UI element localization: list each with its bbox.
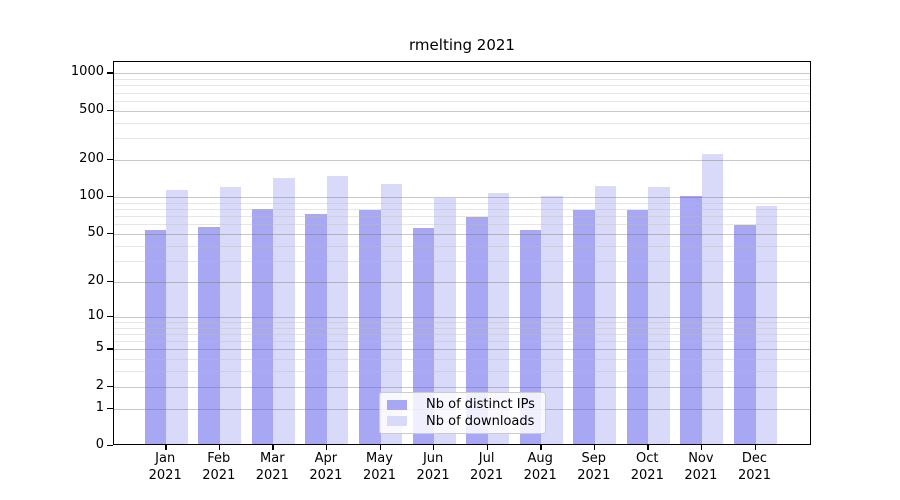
bars-layer xyxy=(114,62,810,444)
y-tick-mark xyxy=(107,445,113,447)
y-tick-mark xyxy=(107,348,113,350)
bar-downloads-dec xyxy=(755,205,777,444)
x-tick-mark xyxy=(165,445,167,450)
bar-downloads-aug xyxy=(541,196,563,444)
x-tick-label-jul: Jul 2021 xyxy=(470,451,504,483)
x-tick-mark xyxy=(700,445,703,450)
y-tick-mark xyxy=(107,407,113,409)
y-tick-label-50: 50 xyxy=(87,224,104,240)
y-tick-mark xyxy=(107,280,113,283)
bar-downloads-nov xyxy=(701,153,724,444)
x-tick-mark xyxy=(647,445,649,450)
bar-downloads-oct xyxy=(648,187,670,444)
x-tick-label-jan: Jan 2021 xyxy=(148,451,182,483)
bar-downloads-mar xyxy=(273,177,295,444)
bar-distinct-ips-jun xyxy=(412,227,435,444)
x-tick-label-feb: Feb 2021 xyxy=(202,451,236,483)
x-tick-mark xyxy=(754,445,756,450)
x-tick-label-nov: Nov 2021 xyxy=(684,451,718,483)
y-tick-mark xyxy=(107,158,113,161)
bar-distinct-ips-aug xyxy=(519,229,542,444)
chart-title: rmelting 2021 xyxy=(409,36,515,54)
bar-downloads-apr xyxy=(326,175,349,444)
bar-distinct-ips-mar xyxy=(251,209,274,444)
y-tick-mark xyxy=(107,385,113,388)
x-tick-mark xyxy=(593,445,596,450)
bar-downloads-jun xyxy=(434,198,456,444)
x-tick-mark xyxy=(379,445,381,450)
x-tick-mark xyxy=(433,445,435,450)
y-tick-label-10: 10 xyxy=(87,307,104,323)
y-tick-label-100: 100 xyxy=(79,188,104,204)
x-tick-label-aug: Aug 2021 xyxy=(523,451,557,483)
x-tick-label-may: May 2021 xyxy=(362,451,397,483)
x-tick-label-jun: Jun 2021 xyxy=(416,451,450,483)
y-tick-mark xyxy=(107,232,113,235)
bar-distinct-ips-jul xyxy=(466,217,488,444)
plot-area xyxy=(113,61,811,445)
legend: Nb of distinct IPs Nb of downloads xyxy=(379,392,546,434)
legend-swatch-downloads xyxy=(387,416,407,427)
bar-distinct-ips-may xyxy=(359,209,381,444)
y-tick-mark xyxy=(107,315,113,318)
bar-distinct-ips-jan xyxy=(144,229,167,444)
y-tick-mark xyxy=(107,109,113,112)
x-tick-label-sep: Sep 2021 xyxy=(577,451,611,483)
legend-label-downloads: Nb of downloads xyxy=(426,413,535,429)
y-tick-label-1: 1 xyxy=(95,399,104,415)
bar-distinct-ips-oct xyxy=(626,210,649,444)
y-tick-label-20: 20 xyxy=(87,272,104,288)
legend-swatch-distinct-ips xyxy=(387,399,407,410)
bar-downloads-jan xyxy=(166,189,188,444)
legend-item-distinct-ips: Nb of distinct IPs xyxy=(387,397,538,412)
y-tick-label-2: 2 xyxy=(95,377,104,393)
bar-distinct-ips-nov xyxy=(680,196,702,444)
y-tick-label-0: 0 xyxy=(95,437,104,452)
x-tick-mark xyxy=(540,445,542,450)
legend-item-downloads: Nb of downloads xyxy=(387,414,538,429)
x-tick-label-oct: Oct 2021 xyxy=(630,451,664,483)
y-tick-label-500: 500 xyxy=(79,101,104,117)
x-tick-mark xyxy=(325,445,328,450)
bar-downloads-jul xyxy=(487,193,510,444)
x-tick-mark xyxy=(218,445,221,450)
x-tick-label-dec: Dec 2021 xyxy=(737,451,772,483)
y-tick-mark xyxy=(107,196,113,198)
y-tick-label-5: 5 xyxy=(95,340,104,356)
x-tick-label-apr: Apr 2021 xyxy=(309,451,343,483)
x-tick-mark xyxy=(272,445,274,450)
bar-downloads-may xyxy=(380,184,402,444)
bar-downloads-feb xyxy=(219,186,242,444)
bar-downloads-sep xyxy=(594,186,617,444)
bar-distinct-ips-feb xyxy=(198,226,220,444)
y-tick-mark xyxy=(107,72,113,74)
legend-label-distinct-ips: Nb of distinct IPs xyxy=(426,397,535,413)
bar-distinct-ips-sep xyxy=(573,209,595,444)
y-tick-label-200: 200 xyxy=(79,150,104,166)
x-tick-label-mar: Mar 2021 xyxy=(255,451,289,483)
bar-distinct-ips-dec xyxy=(734,225,756,444)
x-tick-mark xyxy=(486,445,488,450)
y-tick-label-1000: 1000 xyxy=(70,64,104,80)
bar-distinct-ips-apr xyxy=(305,214,327,444)
